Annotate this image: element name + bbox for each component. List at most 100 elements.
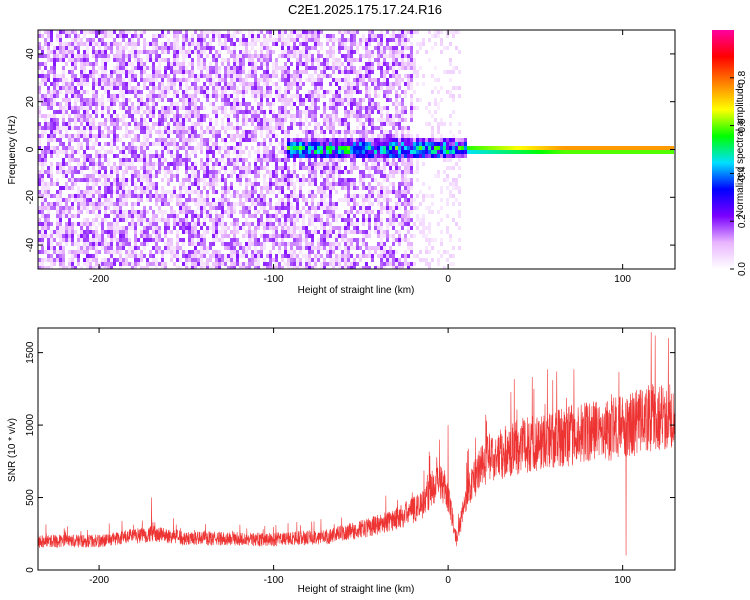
spectrogram-cell — [170, 102, 173, 106]
spectrogram-cell — [329, 130, 332, 134]
spectrogram-cell — [59, 102, 62, 106]
spectrogram-cell — [362, 126, 365, 130]
spectrogram-cell — [371, 106, 374, 110]
spectrogram-cell — [311, 162, 314, 166]
spectrogram-cell — [47, 78, 50, 82]
spectrogram-cell — [185, 202, 188, 206]
spectrogram-cell — [107, 150, 110, 154]
spectrogram-cell — [227, 154, 230, 158]
spectrogram-cell — [137, 146, 140, 150]
spectrogram-cell — [332, 106, 335, 110]
spectrogram-cell — [119, 94, 122, 98]
spectrogram-cell — [242, 206, 245, 210]
spectrogram-cell — [77, 54, 80, 58]
spectrogram-cell — [113, 178, 116, 182]
spectrogram-cell — [212, 38, 215, 42]
spectrogram-cell — [68, 50, 71, 54]
spectrogram-cell — [299, 166, 302, 170]
spectrogram-cell — [284, 254, 287, 258]
spectrogram-cell — [110, 102, 113, 106]
spectrogram-cell — [281, 258, 284, 262]
spectrogram-cell — [59, 254, 62, 258]
spectrogram-cell — [122, 226, 125, 230]
spectrogram-cell — [227, 158, 230, 162]
spectrogram-cell — [59, 74, 62, 78]
spectrogram-cell — [359, 118, 362, 122]
spectrogram-cell — [152, 166, 155, 170]
spectrogram-cell — [191, 134, 194, 138]
spectrogram-cell — [218, 70, 221, 74]
spectrogram-cell — [272, 50, 275, 54]
spectrogram-cell — [290, 86, 293, 90]
spectrogram-cell — [314, 226, 317, 230]
spectrogram-cell — [257, 226, 260, 230]
spectrogram-cell — [119, 102, 122, 106]
spectrogram-cell — [314, 150, 317, 154]
spectrogram-cell — [239, 42, 242, 46]
spectrogram-cell — [275, 206, 278, 210]
spectrogram-cell — [98, 202, 101, 206]
spectrogram-cell — [206, 210, 209, 214]
spectrogram-cell — [200, 102, 203, 106]
spectrogram-cell — [137, 138, 140, 142]
spectrogram-cell — [230, 210, 233, 214]
spectrogram-cell — [68, 122, 71, 126]
spectrogram-cell — [155, 138, 158, 142]
spectrogram-cell — [233, 146, 236, 150]
spectrogram-cell — [173, 246, 176, 250]
spectrogram-cell — [308, 34, 311, 38]
spectrogram-cell — [251, 34, 254, 38]
spectrogram-cell — [134, 258, 137, 262]
spectrogram-cell — [167, 230, 170, 234]
spectrogram-cell — [116, 246, 119, 250]
spectrogram-cell — [194, 214, 197, 218]
spectrogram-cell — [65, 122, 68, 126]
spectrogram-cell — [56, 190, 59, 194]
spectrogram-cell — [362, 210, 365, 214]
spectrogram-cell — [254, 86, 257, 90]
spectrogram-cell — [296, 46, 299, 50]
spectrogram-cell — [371, 134, 374, 138]
spectrogram-cell — [350, 170, 353, 174]
spectrogram-cell — [128, 238, 131, 242]
spectrogram-cell — [197, 170, 200, 174]
spectrogram-cell — [338, 258, 341, 262]
spectrogram-cell — [206, 174, 209, 178]
spectrogram-cell — [371, 110, 374, 114]
spectrogram-cell — [245, 114, 248, 118]
spectrogram-cell — [275, 86, 278, 90]
spectrogram-cell — [188, 70, 191, 74]
spectrogram-cell — [260, 158, 263, 162]
spectrogram-cell — [167, 150, 170, 154]
spectrogram-cell — [56, 166, 59, 170]
spectrogram-cell — [365, 90, 368, 94]
spectrogram-cell — [167, 78, 170, 82]
spectrogram-cell — [197, 58, 200, 62]
spectrogram-cell — [350, 266, 353, 269]
spectrogram-cell — [212, 162, 215, 166]
spectrogram-cell — [68, 178, 71, 182]
spectrogram-cell — [152, 238, 155, 242]
spectrogram-cell — [92, 178, 95, 182]
spectrogram-cell — [68, 134, 71, 138]
spectrogram-cell — [338, 134, 341, 138]
spectrogram-cell — [236, 114, 239, 118]
spectrogram-cell — [311, 102, 314, 106]
spectrogram-cell — [272, 42, 275, 46]
spectrogram-cell — [236, 106, 239, 110]
spectrogram-cell — [203, 138, 206, 142]
spectrogram-cell — [146, 42, 149, 46]
spectrogram-cell — [221, 98, 224, 102]
spectrogram-cell — [347, 178, 350, 182]
spectrogram-cell — [230, 86, 233, 90]
spectrogram-cell — [149, 190, 152, 194]
spectrogram-cell — [320, 82, 323, 86]
spectrogram-cell — [311, 66, 314, 70]
spectrogram-cell — [233, 202, 236, 206]
spectrogram-cell — [284, 162, 287, 166]
spectrogram-cell — [164, 46, 167, 50]
spectrogram-cell — [86, 254, 89, 258]
spectrogram-cell — [59, 166, 62, 170]
spectrogram-cell — [350, 210, 353, 214]
spectrogram-cell — [176, 106, 179, 110]
